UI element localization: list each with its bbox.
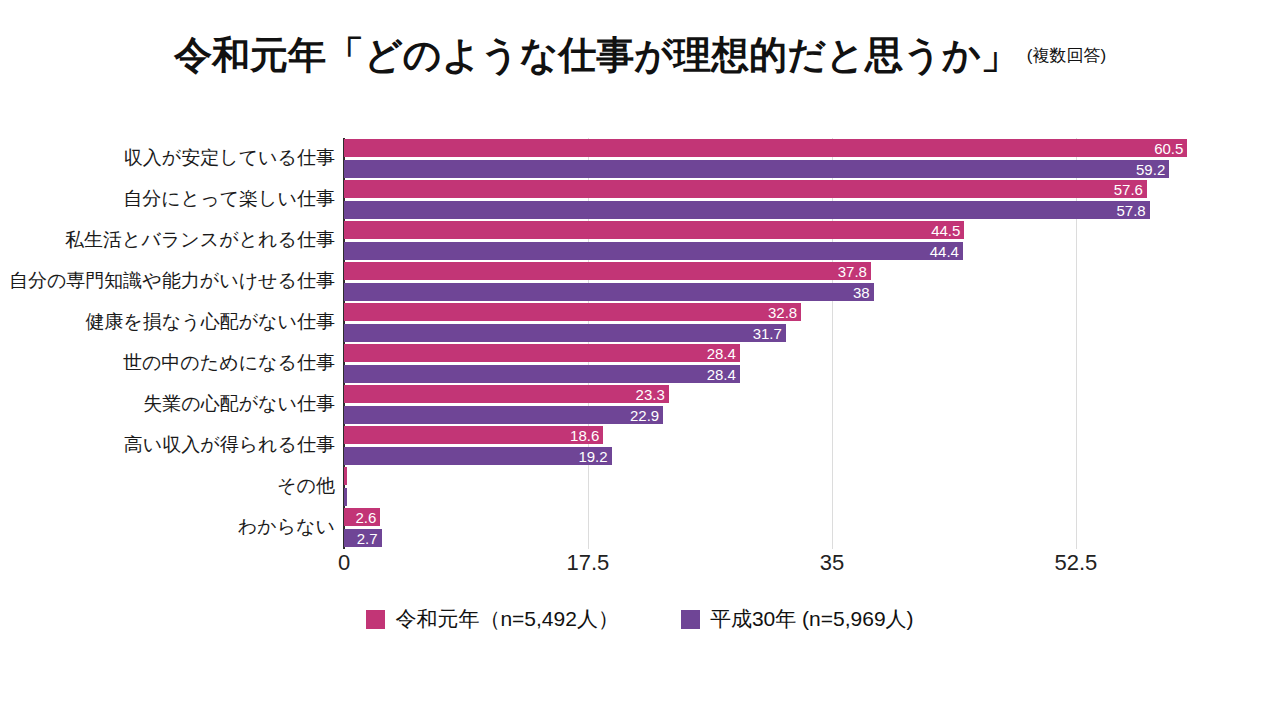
- bar-value-label: 57.6: [1114, 182, 1143, 197]
- bar-heisei: 44.4: [344, 242, 963, 260]
- category-label: わからない: [0, 517, 344, 538]
- category-label: 自分の専門知識や能力がいけせる仕事: [0, 271, 344, 292]
- chart-row: 私生活とバランスがとれる仕事 44.5 44.4: [0, 220, 1280, 261]
- bar-value-label: 59.2: [1136, 161, 1165, 176]
- category-label: 私生活とバランスがとれる仕事: [0, 230, 344, 251]
- bar-value-label: 44.5: [931, 223, 960, 238]
- chart-title-text: 令和元年「どのような仕事が理想的だと思うか」: [174, 30, 1019, 81]
- bar-heisei: 22.9: [344, 406, 663, 424]
- bar-reiwa: 28.4: [344, 344, 740, 362]
- chart-row: わからない 2.6 2.7: [0, 507, 1280, 548]
- bar-heisei: 59.2: [344, 160, 1169, 178]
- bar-value-label: 19.2: [578, 448, 607, 463]
- chart-row: その他0.2 0.2: [0, 466, 1280, 507]
- bar-value-label: 28.4: [707, 366, 736, 381]
- bar-heisei: 38: [344, 283, 874, 301]
- bar-value-label: 60.5: [1154, 141, 1183, 156]
- bar-chart: 収入が安定している仕事 60.5 59.2 自分にとって楽しい仕事 57.6 57.8 私生…: [0, 138, 1280, 549]
- bar-reiwa: 2.6: [344, 508, 380, 526]
- legend-item-heisei: 平成30年 (n=5,969人): [681, 605, 914, 633]
- bar-value-label: 32.8: [768, 305, 797, 320]
- bar-value-label: 31.7: [753, 325, 782, 340]
- legend: 令和元年（n=5,492人） 平成30年 (n=5,969人): [0, 605, 1280, 633]
- x-tick-label: 35: [820, 550, 844, 576]
- bar-value-label: 37.8: [838, 264, 867, 279]
- bar-value-label: 57.8: [1117, 202, 1146, 217]
- x-tick-label: 0: [338, 550, 350, 576]
- category-label: その他: [0, 476, 344, 497]
- legend-label-reiwa: 令和元年（n=5,492人）: [395, 605, 619, 633]
- bar-reiwa: 44.5: [344, 221, 964, 239]
- bar-value-label: 38: [853, 284, 870, 299]
- legend-item-reiwa: 令和元年（n=5,492人）: [366, 605, 619, 633]
- bar-value-label: 2.7: [357, 530, 378, 545]
- bar-reiwa: 0.2: [344, 467, 347, 485]
- bar-reiwa: 23.3: [344, 385, 669, 403]
- chart-row: 失業の心配がない仕事 23.3 22.9: [0, 384, 1280, 425]
- bar-reiwa: 60.5: [344, 139, 1187, 157]
- category-label: 健康を損なう心配がない仕事: [0, 312, 344, 333]
- bar-value-label: 44.4: [930, 243, 959, 258]
- bar-heisei: 57.8: [344, 201, 1150, 219]
- bar-reiwa: 37.8: [344, 262, 871, 280]
- category-label: 高い収入が得られる仕事: [0, 435, 344, 456]
- bar-value-label: 2.6: [355, 510, 376, 525]
- chart-row: 健康を損なう心配がない仕事 32.8 31.7: [0, 302, 1280, 343]
- x-tick-label: 17.5: [567, 550, 610, 576]
- chart-row: 高い収入が得られる仕事 18.6 19.2: [0, 425, 1280, 466]
- bar-heisei: 19.2: [344, 447, 612, 465]
- chart-row: 世の中のためになる仕事 28.4 28.4: [0, 343, 1280, 384]
- chart-row: 収入が安定している仕事 60.5 59.2: [0, 138, 1280, 179]
- bar-reiwa: 18.6: [344, 426, 603, 444]
- chart-title: 令和元年「どのような仕事が理想的だと思うか」 (複数回答): [0, 30, 1280, 81]
- bar-value-label: 22.9: [630, 407, 659, 422]
- chart-rows: 収入が安定している仕事 60.5 59.2 自分にとって楽しい仕事 57.6 57.8 私生…: [0, 138, 1280, 548]
- bar-reiwa: 57.6: [344, 180, 1147, 198]
- legend-label-heisei: 平成30年 (n=5,969人): [710, 605, 914, 633]
- legend-swatch-reiwa: [366, 610, 385, 629]
- bar-value-label: 28.4: [707, 346, 736, 361]
- bar-heisei: 0.2: [344, 488, 347, 506]
- bar-heisei: 31.7: [344, 324, 786, 342]
- chart-row: 自分にとって楽しい仕事 57.6 57.8: [0, 179, 1280, 220]
- x-axis: 0 17.5 35 52.5: [0, 550, 1280, 576]
- bar-reiwa: 32.8: [344, 303, 801, 321]
- category-label: 自分にとって楽しい仕事: [0, 189, 344, 210]
- bar-heisei: 28.4: [344, 365, 740, 383]
- bar-value-label: 23.3: [636, 387, 665, 402]
- category-label: 世の中のためになる仕事: [0, 353, 344, 374]
- legend-swatch-heisei: [681, 610, 700, 629]
- x-tick-label: 52.5: [1054, 550, 1097, 576]
- category-label: 失業の心配がない仕事: [0, 394, 344, 415]
- bar-heisei: 2.7: [344, 529, 382, 547]
- bar-value-label: 18.6: [570, 428, 599, 443]
- chart-row: 自分の専門知識や能力がいけせる仕事 37.8 38: [0, 261, 1280, 302]
- chart-title-note: (複数回答): [1027, 44, 1106, 67]
- category-label: 収入が安定している仕事: [0, 148, 344, 169]
